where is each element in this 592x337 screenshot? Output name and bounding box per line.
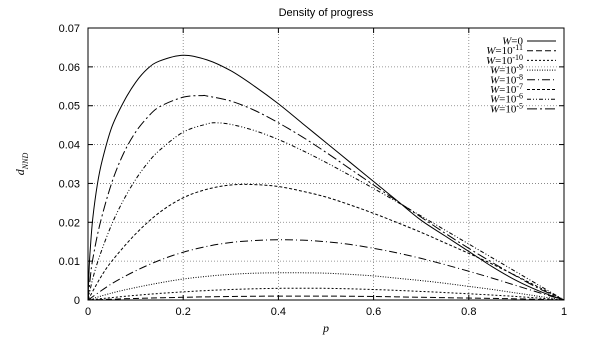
ticks-layer: 0 0.2 0.4 0.6 0.8 1 0 0.01 0.02 0.03 0.04 0.05 0.06 0…: [59, 23, 567, 318]
legend: W=0W=10-11W=10-10W=10-9W=10-8W=10-7W=10-…: [486, 36, 556, 115]
x-axis-label: p: [322, 321, 329, 335]
series-layer: [87, 54, 565, 301]
grid-layer: [88, 28, 564, 300]
y-tick-label: 0.02: [59, 217, 80, 229]
x-tick-label: 1: [561, 306, 567, 318]
y-tick-label: 0.04: [59, 140, 80, 152]
y-tick-label: 0.07: [59, 23, 80, 35]
legend-label-6: W=10-6: [490, 92, 523, 106]
legend-label-0: W=0: [502, 36, 523, 48]
x-tick-label: 0.2: [176, 306, 191, 318]
series-line-7: [87, 94, 565, 301]
legend-label-5: W=10-7: [490, 82, 523, 96]
legend-label-3: W=10-9: [490, 63, 523, 77]
y-tick-label: 0.03: [59, 178, 80, 190]
series-line-5: [87, 183, 565, 301]
x-tick-label: 0: [85, 306, 91, 318]
legend-label-4: W=10-8: [490, 72, 523, 86]
y-axis-label: dNND: [13, 153, 30, 176]
legend-label-1: W=10-11: [486, 43, 523, 57]
y-tick-label: 0.06: [59, 62, 80, 74]
legend-label-7: W=10-5: [490, 101, 523, 115]
x-tick-label: 0.4: [271, 306, 286, 318]
y-tick-label: 0.05: [59, 101, 80, 113]
series-line-4: [87, 239, 565, 301]
series-line-3: [87, 272, 565, 301]
legend-label-2: W=10-10: [486, 53, 523, 67]
chart-title: Density of progress: [279, 7, 374, 19]
series-line-0: [87, 54, 565, 301]
series-line-1: [87, 295, 565, 301]
series-line-6: [87, 122, 565, 301]
y-axis-label-group: dNND: [13, 153, 30, 176]
plot-frame: [87, 27, 565, 301]
series-line-2: [87, 287, 565, 301]
x-tick-label: 0.6: [366, 306, 381, 318]
y-tick-label: 0.01: [59, 256, 80, 268]
y-tick-label: 0: [74, 295, 80, 307]
x-tick-label: 0.8: [461, 306, 476, 318]
